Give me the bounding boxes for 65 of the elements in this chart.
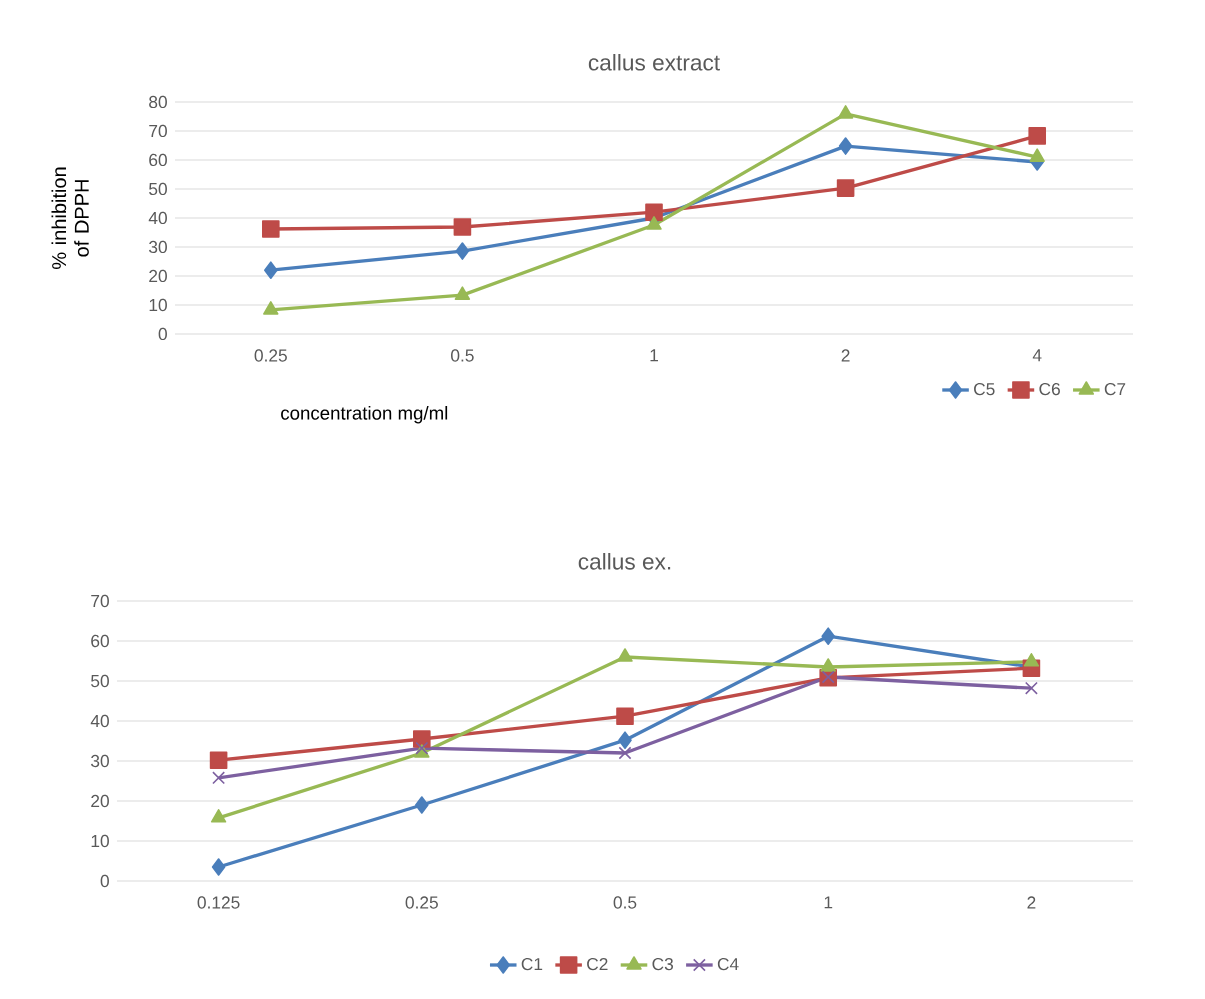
x-tick-label: 4 bbox=[1032, 349, 1042, 362]
point bbox=[415, 796, 429, 814]
y-tick-label: 70 bbox=[91, 594, 109, 608]
legend-label: C6 bbox=[1039, 382, 1060, 396]
legend-label: C4 bbox=[717, 957, 739, 971]
point bbox=[211, 858, 226, 876]
point bbox=[1024, 681, 1038, 695]
y-tick-label: 80 bbox=[149, 95, 167, 109]
chart-title: callus ex. bbox=[578, 552, 671, 570]
point bbox=[453, 218, 472, 236]
point bbox=[821, 627, 836, 645]
y-tick-label: 40 bbox=[90, 714, 109, 728]
x-tick-label: 1 bbox=[650, 349, 658, 362]
y-tick-label: 50 bbox=[91, 674, 109, 688]
x-axis-title: concentration mg/ml bbox=[281, 405, 448, 424]
x-tick-label: 0.5 bbox=[613, 896, 637, 909]
y-tick-label: 10 bbox=[149, 298, 167, 312]
point bbox=[618, 746, 632, 760]
point bbox=[645, 203, 663, 221]
point bbox=[617, 648, 633, 662]
point bbox=[1023, 653, 1040, 667]
point bbox=[210, 809, 227, 823]
point bbox=[838, 137, 853, 155]
y-axis-title: % inhibition of DPPH bbox=[51, 167, 89, 269]
point bbox=[837, 105, 854, 119]
y-tick-label: 60 bbox=[149, 153, 167, 167]
x-tick-label: 1 bbox=[824, 896, 833, 909]
y-tick-label: 70 bbox=[149, 124, 167, 138]
y-tick-label: 0 bbox=[158, 327, 167, 341]
chart-title: callus extract bbox=[588, 53, 720, 71]
y-tick-label: 0 bbox=[100, 874, 109, 888]
y-tick-label: 30 bbox=[91, 754, 109, 768]
x-tick-label: 2 bbox=[1027, 896, 1036, 909]
point bbox=[820, 658, 836, 672]
x-tick-label: 2 bbox=[841, 349, 850, 362]
y-tick-label: 40 bbox=[148, 211, 167, 225]
x-tick-label: 0.25 bbox=[254, 349, 287, 362]
x-tick-label: 0.125 bbox=[197, 896, 240, 909]
y-tick-label: 20 bbox=[91, 794, 109, 808]
legend-label: C1 bbox=[521, 957, 543, 971]
y-tick-label: 10 bbox=[91, 834, 109, 848]
point bbox=[209, 751, 228, 769]
point bbox=[263, 301, 279, 315]
point bbox=[264, 261, 278, 279]
point bbox=[1029, 148, 1045, 162]
legend-label: C7 bbox=[1104, 382, 1126, 396]
legend-label: C2 bbox=[587, 957, 608, 971]
point bbox=[455, 242, 470, 260]
y-tick-label: 20 bbox=[149, 269, 167, 283]
point bbox=[262, 220, 280, 238]
point bbox=[616, 707, 634, 725]
point bbox=[212, 771, 226, 785]
y-tick-label: 60 bbox=[91, 634, 109, 648]
point bbox=[646, 216, 662, 230]
y-tick-label: 30 bbox=[149, 240, 167, 254]
point bbox=[413, 730, 431, 748]
y-tick-label: 50 bbox=[149, 182, 167, 196]
x-tick-label: 0.5 bbox=[451, 349, 474, 362]
legend-label: C3 bbox=[652, 957, 674, 971]
x-tick-label: 0.25 bbox=[405, 896, 438, 909]
point bbox=[836, 179, 855, 197]
legend-label: C5 bbox=[974, 382, 995, 396]
point bbox=[618, 731, 632, 749]
point bbox=[454, 286, 471, 300]
point bbox=[1028, 127, 1047, 145]
